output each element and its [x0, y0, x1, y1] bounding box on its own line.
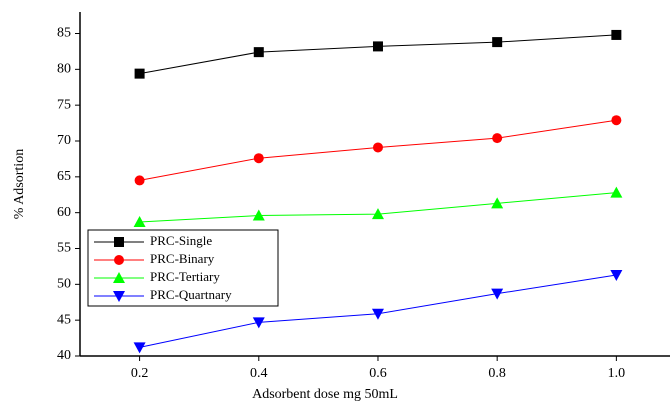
y-tick-label: 65: [57, 169, 71, 184]
marker: [492, 37, 503, 48]
y-tick-label: 85: [57, 26, 71, 41]
marker: [133, 215, 146, 227]
marker: [492, 133, 503, 144]
marker: [372, 41, 383, 52]
marker: [114, 237, 124, 247]
line: [139, 34, 617, 75]
marker: [371, 308, 384, 320]
marker: [610, 186, 623, 198]
x-tick-label: 0.6: [369, 366, 387, 381]
y-tick-label: 40: [57, 348, 71, 363]
marker: [113, 272, 125, 283]
marker: [491, 288, 504, 300]
marker: [371, 208, 384, 220]
marker: [114, 255, 124, 265]
marker: [252, 317, 265, 329]
y-tick-label: 70: [57, 133, 71, 148]
y-axis-label: % Adsortion: [12, 149, 27, 219]
x-tick-label: 0.4: [250, 366, 268, 381]
y-tick-label: 80: [57, 62, 71, 77]
marker: [253, 153, 264, 164]
marker: [491, 197, 504, 209]
x-axis-label: Adsorbent dose mg 50mL: [252, 387, 398, 402]
legend: PRC-Single PRC-Binary PRC-Tertiary PRC-Quar…: [87, 229, 279, 307]
x-tick-label: 0.2: [131, 366, 149, 381]
marker: [252, 209, 265, 221]
marker: [133, 342, 146, 354]
legend-label: PRC-Single: [150, 233, 212, 248]
legend-label: PRC-Tertiary: [150, 269, 220, 284]
marker: [610, 270, 623, 282]
marker: [253, 47, 264, 58]
marker: [113, 291, 125, 302]
marker: [134, 68, 145, 79]
legend-label: PRC-Quartnary: [150, 287, 232, 302]
marker: [611, 29, 622, 40]
x-tick-label: 0.8: [488, 366, 506, 381]
y-tick-label: 75: [57, 97, 71, 112]
x-tick-label: 1.0: [608, 366, 626, 381]
y-tick-label: 55: [57, 241, 71, 256]
legend-label: PRC-Binary: [150, 251, 215, 266]
y-tick-label: 60: [57, 205, 71, 220]
marker: [134, 175, 145, 186]
y-tick-label: 45: [57, 312, 71, 327]
marker: [611, 115, 622, 126]
marker: [372, 142, 383, 153]
y-tick-label: 50: [57, 277, 71, 292]
